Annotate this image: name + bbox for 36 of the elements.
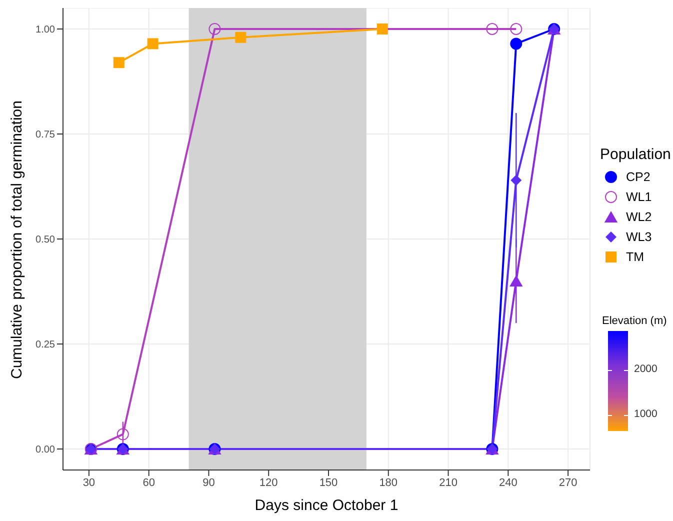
point [510, 23, 522, 35]
x-tick-label: 60 [142, 476, 155, 489]
point [235, 32, 246, 43]
color-bar-label: 1000 [634, 408, 658, 420]
point [113, 57, 124, 68]
x-tick-label: 150 [319, 476, 338, 489]
legend-title: Population [600, 146, 671, 163]
point [486, 23, 498, 35]
y-tick-label: 0.25 [36, 340, 56, 351]
point [116, 428, 129, 440]
x-tick-label: 240 [498, 476, 518, 489]
legend-label: WL1 [626, 190, 652, 204]
y-tick-label: 0.50 [36, 234, 56, 246]
point [510, 274, 523, 286]
y-tick-label: 0.00 [36, 444, 56, 456]
legend-label: WL2 [626, 210, 652, 224]
x-tick-label: 180 [379, 476, 398, 489]
x-axis-title: Days since October 1 [254, 497, 398, 514]
point [510, 38, 522, 50]
y-tick-label: 0.75 [36, 130, 56, 141]
color-bar-label: 2000 [634, 362, 658, 375]
x-tick-label: 120 [259, 476, 278, 489]
color-bar-title: Elevation (m) [602, 315, 668, 327]
point [376, 24, 388, 34]
legend-label: CP2 [626, 170, 650, 184]
x-tick-label: 210 [439, 476, 458, 489]
y-axis-title: Cumulative proportion of total germination [8, 100, 26, 379]
y-tick-label: 1.00 [36, 24, 56, 36]
legend-label: WL3 [626, 230, 652, 244]
legend-label: TM [626, 250, 644, 264]
point [147, 38, 158, 50]
x-tick-label: 30 [82, 476, 96, 489]
x-tick-label: 270 [558, 476, 578, 489]
x-tick-label: 90 [202, 476, 215, 489]
point [208, 23, 221, 35]
point [510, 174, 522, 186]
